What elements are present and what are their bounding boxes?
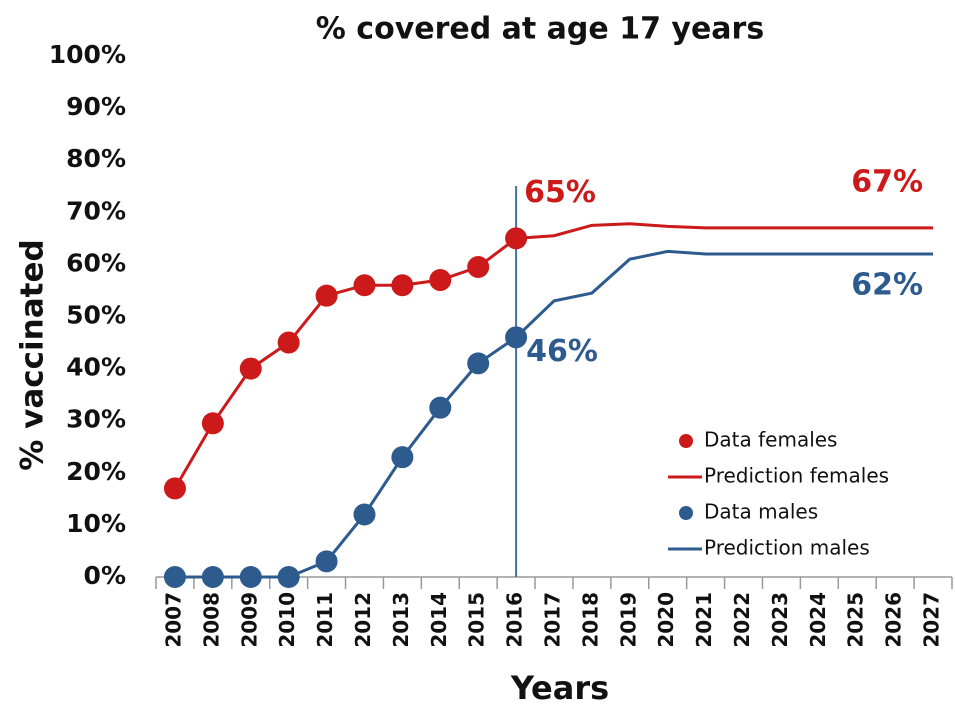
- x-tick-label: 2014: [427, 592, 451, 648]
- data-point: [353, 274, 376, 297]
- x-axis-title: Years: [510, 669, 609, 705]
- value-label: 67%: [851, 164, 923, 199]
- x-tick-label: 2012: [351, 592, 375, 648]
- data-point: [277, 566, 300, 588]
- x-tick-label: 2019: [616, 592, 640, 648]
- data-point: [277, 331, 300, 354]
- y-tick-label: 10%: [66, 509, 126, 538]
- value-label: 62%: [851, 267, 923, 302]
- x-tick-label: 2013: [389, 592, 413, 648]
- data-point: [163, 477, 186, 500]
- y-tick-label: 30%: [66, 405, 126, 434]
- legend-label: Data males: [704, 500, 818, 524]
- y-tick-label: 0%: [84, 561, 126, 590]
- x-tick-label: 2023: [768, 592, 792, 648]
- data-point: [201, 566, 224, 588]
- value-label: 46%: [526, 334, 598, 369]
- x-tick-label: 2016: [503, 592, 527, 648]
- x-tick-label: 2022: [730, 592, 754, 648]
- series-line: [174, 336, 517, 579]
- series-line: [515, 222, 934, 240]
- data-point: [239, 357, 262, 380]
- data-point: [429, 396, 452, 419]
- y-tick-label: 50%: [66, 301, 126, 330]
- y-tick-label: 80%: [66, 144, 126, 173]
- x-tick-label: 2025: [844, 592, 868, 648]
- data-point: [201, 412, 224, 435]
- x-tick-label: 2007: [161, 592, 185, 648]
- data-point: [239, 566, 262, 588]
- series-line: [515, 249, 934, 339]
- legend-marker: [679, 506, 693, 520]
- data-point: [391, 446, 414, 469]
- y-tick-label: 20%: [66, 457, 126, 486]
- legend-label: Prediction females: [704, 464, 889, 488]
- chart-title: % covered at age 17 years: [316, 12, 764, 47]
- x-tick-label: 2015: [465, 592, 489, 648]
- y-tick-label: 100%: [49, 40, 126, 69]
- x-tick-label: 2024: [806, 592, 830, 648]
- data-point: [353, 503, 376, 526]
- legend-label: Data females: [704, 428, 837, 452]
- data-point: [467, 352, 490, 375]
- series-line: [173, 237, 517, 490]
- x-tick-label: 2008: [199, 592, 223, 648]
- data-point: [429, 269, 452, 292]
- x-tick-label: 2010: [275, 592, 299, 648]
- x-tick-label: 2011: [313, 592, 337, 648]
- data-point: [163, 566, 186, 588]
- value-label: 65%: [524, 175, 596, 210]
- y-axis-title: % vaccinated: [15, 239, 51, 470]
- data-point: [315, 284, 338, 307]
- y-tick-label: 90%: [66, 92, 126, 121]
- x-tick-label: 2021: [692, 592, 716, 648]
- y-tick-label: 70%: [66, 196, 126, 225]
- data-point: [467, 256, 490, 279]
- x-tick-label: 2020: [654, 592, 678, 648]
- y-tick-label: 40%: [66, 353, 126, 382]
- data-point: [315, 550, 338, 573]
- data-point: [391, 274, 414, 297]
- x-tick-label: 2027: [920, 592, 944, 648]
- x-tick-label: 2017: [541, 592, 565, 648]
- x-tick-label: 2026: [882, 592, 906, 648]
- x-tick-label: 2009: [237, 592, 261, 648]
- legend-label: Prediction males: [704, 536, 870, 560]
- y-tick-label: 60%: [66, 248, 126, 277]
- x-tick-label: 2018: [578, 592, 602, 648]
- legend-marker: [679, 434, 693, 448]
